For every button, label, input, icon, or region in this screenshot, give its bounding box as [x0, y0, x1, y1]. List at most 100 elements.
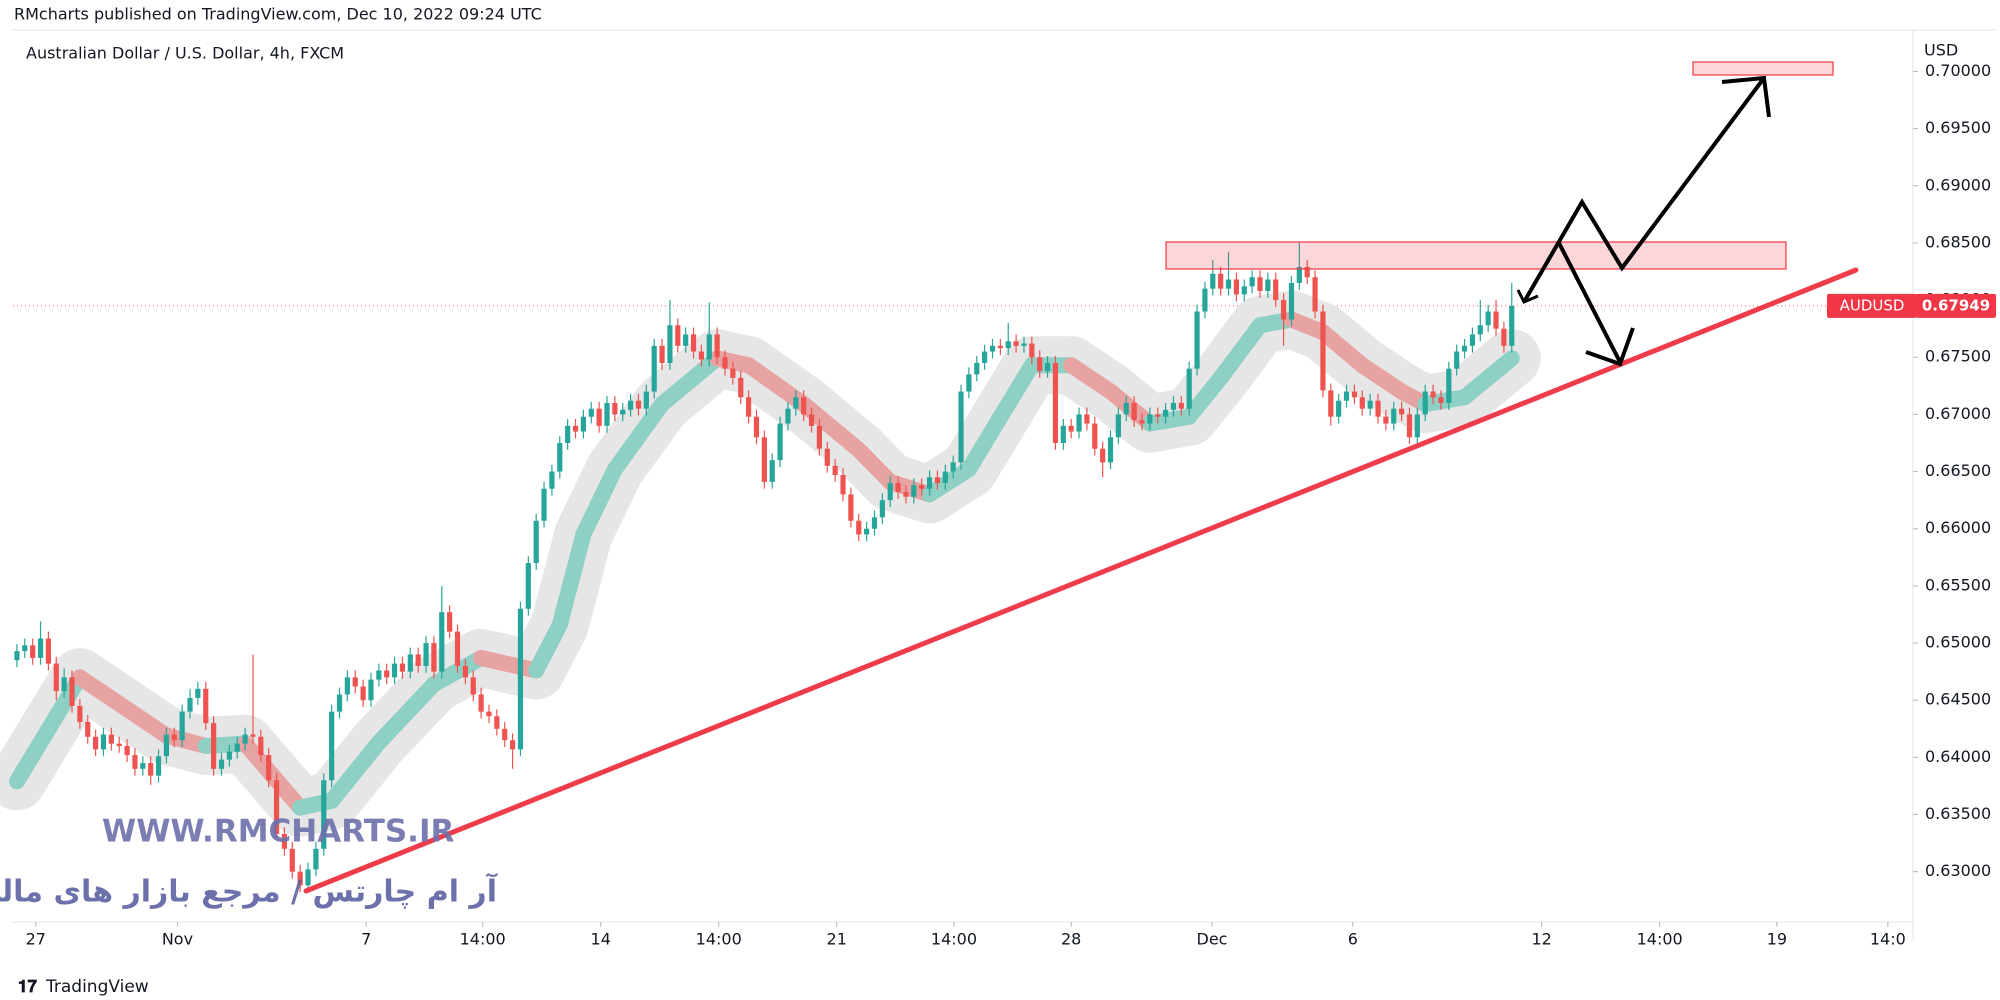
symbol-tag: [1827, 293, 1917, 318]
candle-body: [1312, 277, 1318, 312]
candle-body: [1092, 423, 1098, 449]
candle-body: [93, 736, 99, 750]
y-tick-label: 0.63500: [1925, 804, 1991, 823]
candle-body: [808, 414, 815, 426]
candle-body: [659, 345, 665, 363]
candle-body: [1304, 266, 1310, 278]
candle-body: [329, 711, 335, 781]
candle-body: [266, 755, 272, 781]
y-tick-label: 0.65000: [1925, 633, 1991, 652]
candle-body: [667, 325, 673, 363]
candle-body: [730, 368, 736, 378]
x-tick-label: 21: [827, 930, 847, 949]
candle-body: [368, 679, 374, 701]
candle-body: [454, 631, 461, 666]
candle-body: [856, 520, 862, 535]
candle-body: [1194, 311, 1200, 369]
candle-body: [1288, 282, 1295, 320]
candle-body: [108, 734, 114, 744]
ribbon-segment: [1181, 369, 1229, 425]
candle-body: [1367, 400, 1373, 409]
candle-body: [565, 425, 571, 443]
candle-body: [1241, 286, 1247, 295]
candle-body: [462, 665, 468, 678]
x-tick-label: 28: [1061, 930, 1081, 949]
candle-body: [785, 408, 791, 424]
candle-body: [376, 670, 382, 680]
candle-body: [1147, 414, 1153, 424]
plot: [0, 242, 1913, 893]
footer-logo: 𝟏𝟕: [18, 977, 37, 997]
candle-body: [344, 677, 350, 695]
candle-body: [517, 608, 524, 750]
ribbon-segment: [654, 350, 726, 413]
publish-header: RMcharts published on TradingView.com, D…: [14, 5, 542, 24]
candle-body: [132, 755, 138, 769]
candle-body: [321, 780, 327, 849]
candle-body: [1391, 408, 1397, 424]
candle-body: [628, 400, 634, 410]
x-tick-label: 14:00: [931, 930, 977, 949]
candle-body: [399, 663, 406, 672]
currency-bg: [1916, 38, 1996, 74]
last-price-label: 0.67949: [1922, 296, 1990, 314]
candle-body: [234, 743, 240, 752]
candle-body: [407, 654, 413, 672]
candle-body: [746, 397, 752, 417]
candle-body: [793, 397, 799, 409]
candle-body: [226, 751, 232, 760]
candle-body: [494, 716, 500, 729]
candle-body: [1375, 400, 1381, 417]
y-tick-label: 0.66000: [1925, 518, 1991, 537]
x-tick-label: 14:00: [460, 930, 506, 949]
candle-body: [53, 663, 59, 692]
candle-body: [950, 462, 956, 472]
candle-body: [61, 677, 67, 692]
x-tick-label: 6: [1348, 930, 1358, 949]
candle-body: [738, 377, 744, 398]
candle-body: [643, 391, 649, 409]
x-tick-label: 14:0: [1870, 930, 1906, 949]
resistance-zone: [1165, 241, 1787, 270]
candle-body: [297, 871, 303, 886]
candle-body: [1477, 325, 1483, 335]
candle-body: [148, 763, 154, 776]
candle-body: [824, 448, 830, 466]
target-zone: [1692, 61, 1834, 76]
candle-body: [982, 351, 988, 363]
price-tag: [1916, 293, 1996, 318]
candle-body: [116, 743, 122, 746]
x-tick-label: 27: [26, 930, 46, 949]
candle-body: [557, 442, 563, 472]
bull-path-arrow: [1522, 76, 1766, 304]
candle-body: [423, 643, 429, 666]
candle-body: [879, 500, 885, 518]
candle-body: [1202, 288, 1208, 312]
candle-body: [1225, 279, 1232, 289]
candle-body: [305, 869, 311, 886]
trend-line: [303, 267, 1859, 894]
candle-body: [1060, 425, 1066, 443]
candle-body: [887, 483, 893, 501]
x-tick-label: 14:00: [696, 930, 742, 949]
y-tick-label: 0.66500: [1925, 461, 1991, 480]
candle-body: [211, 723, 217, 769]
candle-body: [1170, 402, 1177, 410]
candle-body: [848, 494, 854, 521]
candle-body: [1052, 362, 1059, 443]
candle-body: [1399, 408, 1405, 415]
candle-body: [203, 688, 209, 724]
candle-body: [801, 397, 807, 415]
candle-body: [926, 477, 933, 489]
candle-body: [486, 711, 492, 717]
candle-body: [612, 402, 618, 415]
candle-body: [281, 833, 288, 849]
candle-body: [509, 740, 516, 750]
candle-body: [1013, 341, 1019, 346]
arrow-head: [1516, 289, 1539, 304]
candle-body: [620, 409, 626, 415]
candle-body: [958, 391, 964, 463]
candle-body: [675, 325, 681, 346]
candle-body: [415, 654, 421, 666]
candle-body: [1068, 425, 1074, 432]
